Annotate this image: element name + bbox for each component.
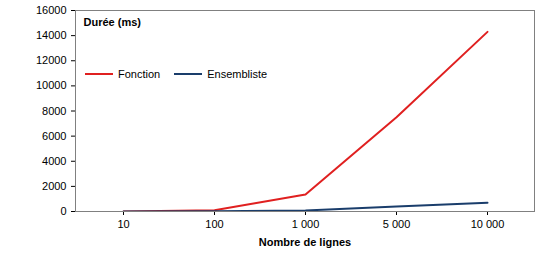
svg-text:Durée (ms): Durée (ms) <box>84 16 142 28</box>
svg-text:Nombre de lignes: Nombre de lignes <box>259 236 351 248</box>
svg-text:4000: 4000 <box>42 155 66 167</box>
svg-text:6000: 6000 <box>42 130 66 142</box>
svg-text:100: 100 <box>205 218 223 230</box>
svg-text:2000: 2000 <box>42 180 66 192</box>
html-text:Ensembliste: Ensembliste <box>207 68 268 80</box>
svg-text:14000: 14000 <box>36 29 67 41</box>
svg-text:12000: 12000 <box>36 54 67 66</box>
svg-text:5 000: 5 000 <box>383 218 411 230</box>
html-text:Fonction: Fonction <box>118 68 161 80</box>
svg-text:0: 0 <box>60 205 66 217</box>
svg-text:1 000: 1 000 <box>292 218 320 230</box>
svg-text:8000: 8000 <box>42 105 66 117</box>
svg-text:10000: 10000 <box>36 79 67 91</box>
svg-text:16000: 16000 <box>36 4 67 16</box>
svg-text:10 000: 10 000 <box>471 218 505 230</box>
svg-text:10: 10 <box>117 218 129 230</box>
